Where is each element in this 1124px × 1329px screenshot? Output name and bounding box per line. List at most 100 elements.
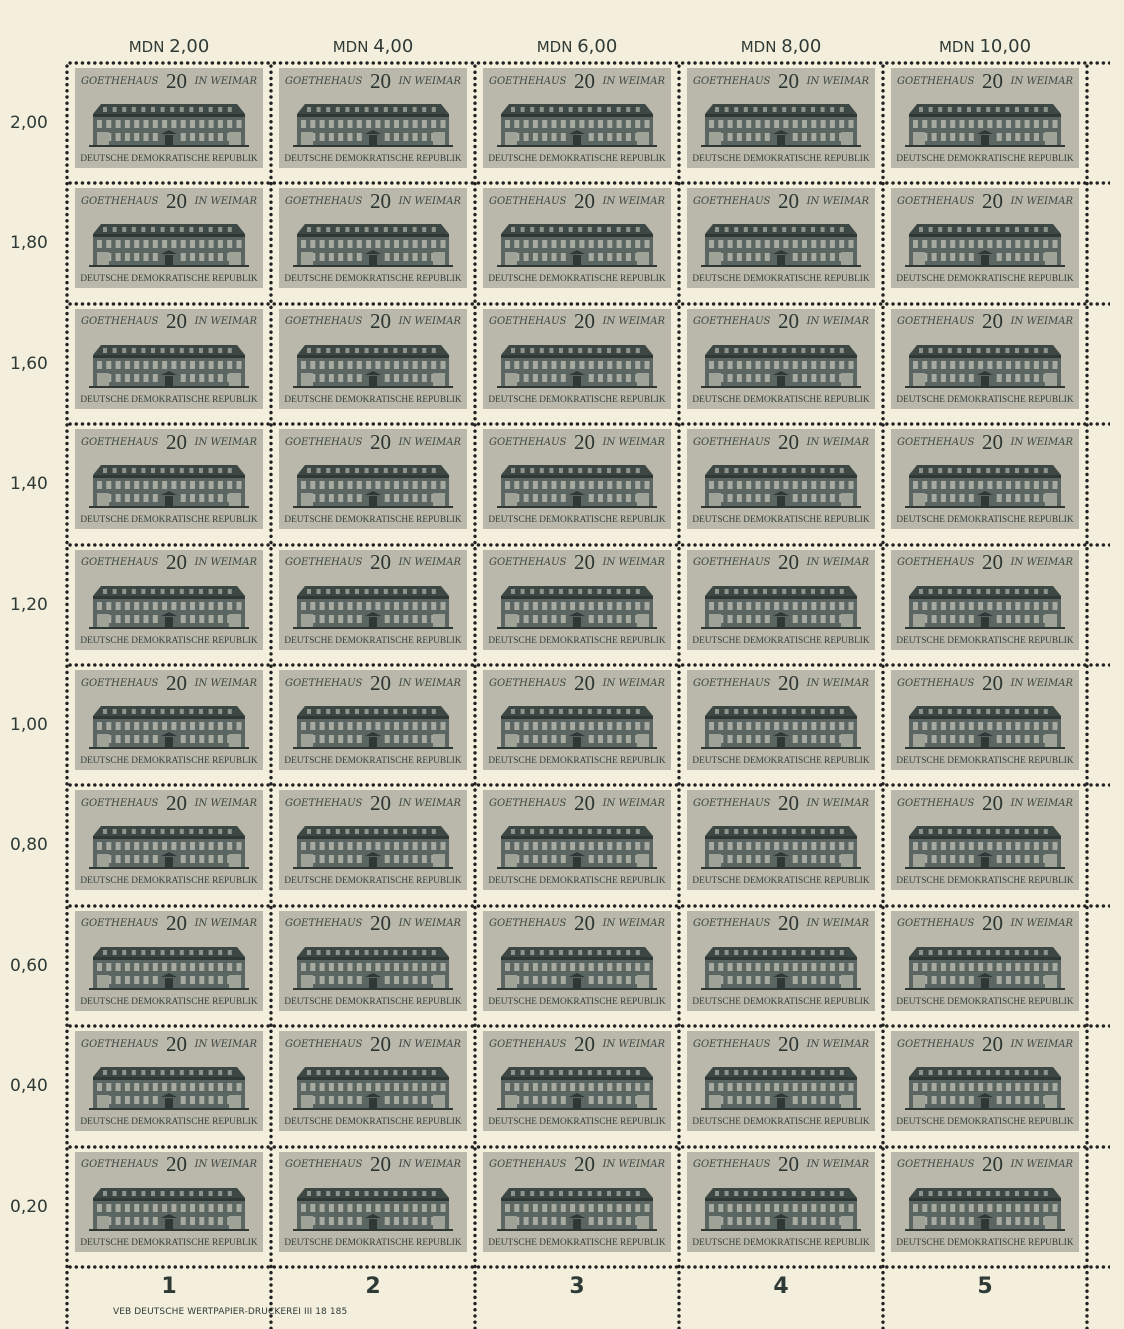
stamp-title-left: GOETHEHAUS	[285, 677, 363, 689]
stamp-country: DEUTSCHE DEMOKRATISCHE REPUBLIK	[284, 515, 462, 526]
stamp-country: DEUTSCHE DEMOKRATISCHE REPUBLIK	[284, 635, 462, 646]
stamp-illustration	[497, 941, 657, 995]
stamp-header: GOETHEHAUS 20 IN WEIMAR	[897, 791, 1073, 815]
stamp-face-value: 20	[166, 1031, 187, 1056]
stamp-country: DEUTSCHE DEMOKRATISCHE REPUBLIK	[896, 1237, 1074, 1248]
stamp-illustration	[905, 339, 1065, 393]
stamp: GOETHEHAUS 20 IN WEIMAR DEUTSCHE DEMOKRATIS…	[75, 790, 263, 891]
stamp-face-value: 20	[982, 670, 1003, 695]
row-value-label: 1,20	[10, 594, 48, 615]
stamp: GOETHEHAUS 20 IN WEIMAR DEUTSCHE DEMOKRATIS…	[279, 790, 467, 891]
stamp-country: DEUTSCHE DEMOKRATISCHE REPUBLIK	[896, 154, 1074, 164]
stamp-illustration	[89, 339, 249, 393]
stamp-title-right: IN WEIMAR	[194, 316, 257, 328]
stamp-face-value: 20	[166, 670, 187, 695]
stamp-illustration	[89, 218, 249, 272]
amount-label: 2,00	[169, 36, 210, 57]
stamp-face-value: 20	[370, 790, 391, 815]
stamp-title-right: IN WEIMAR	[398, 316, 461, 328]
goethehaus-building-icon	[497, 1067, 657, 1111]
stamp-illustration	[293, 1061, 453, 1115]
stamp-country: DEUTSCHE DEMOKRATISCHE REPUBLIK	[488, 756, 666, 766]
stamp-country: DEUTSCHE DEMOKRATISCHE REPUBLIK	[284, 1237, 462, 1248]
stamp-illustration	[701, 820, 861, 874]
stamp-title-left: GOETHEHAUS	[489, 436, 567, 448]
stamp-illustration	[701, 1061, 861, 1115]
column-number: 2	[365, 1274, 381, 1299]
stamp-title-right: IN WEIMAR	[1010, 677, 1073, 689]
stamp-country: DEUTSCHE DEMOKRATISCHE REPUBLIK	[488, 996, 666, 1007]
stamp-country: DEUTSCHE DEMOKRATISCHE REPUBLIK	[896, 756, 1074, 766]
stamp-title-left: GOETHEHAUS	[285, 1159, 363, 1171]
goethehaus-building-icon	[293, 946, 453, 990]
stamp: GOETHEHAUS 20 IN WEIMAR DEUTSCHE DEMOKRATIS…	[483, 670, 671, 770]
row-value-label: 1,80	[10, 233, 48, 254]
goethehaus-building-icon	[89, 224, 249, 268]
stamp: GOETHEHAUS 20 IN WEIMAR DEUTSCHE DEMOKRATIS…	[279, 1151, 467, 1252]
stamp-face-value: 20	[778, 550, 799, 575]
stamp-title-left: GOETHEHAUS	[489, 557, 567, 569]
stamp: GOETHEHAUS 20 IN WEIMAR DEUTSCHE DEMOKRATIS…	[483, 1151, 671, 1252]
stamp-title-left: GOETHEHAUS	[897, 1159, 975, 1171]
stamp-face-value: 20	[166, 1152, 187, 1177]
stamp-title-right: IN WEIMAR	[602, 1159, 665, 1171]
stamp-country: DEUTSCHE DEMOKRATISCHE REPUBLIK	[896, 635, 1074, 646]
stamp-header: GOETHEHAUS 20 IN WEIMAR	[285, 550, 461, 574]
stamp-header: GOETHEHAUS 20 IN WEIMAR	[81, 550, 257, 574]
stamp-country: DEUTSCHE DEMOKRATISCHE REPUBLIK	[896, 394, 1074, 405]
stamp: GOETHEHAUS 20 IN WEIMAR DEUTSCHE DEMOKRATIS…	[687, 1151, 875, 1252]
stamp-country: DEUTSCHE DEMOKRATISCHE REPUBLIK	[284, 1117, 462, 1128]
goethehaus-building-icon	[89, 344, 249, 388]
stamp-title-left: GOETHEHAUS	[693, 316, 771, 328]
stamp-illustration	[905, 820, 1065, 874]
stamp-illustration	[497, 580, 657, 634]
stamp: GOETHEHAUS 20 IN WEIMAR DEUTSCHE DEMOKRATIS…	[687, 1031, 875, 1132]
goethehaus-building-icon	[701, 1187, 861, 1231]
stamp-face-value: 20	[982, 1152, 1003, 1177]
stamp-illustration	[701, 339, 861, 393]
goethehaus-building-icon	[701, 826, 861, 870]
row-value-label: 1,40	[10, 474, 48, 495]
stamp-header: GOETHEHAUS 20 IN WEIMAR	[81, 430, 257, 454]
stamp: GOETHEHAUS 20 IN WEIMAR DEUTSCHE DEMOKRATIS…	[75, 188, 263, 289]
printer-imprint: VEB DEUTSCHE WERTPAPIER-DRUCKEREI III 18…	[113, 1307, 348, 1317]
stamp-face-value: 20	[982, 911, 1003, 936]
goethehaus-building-icon	[497, 946, 657, 990]
stamp-header: GOETHEHAUS 20 IN WEIMAR	[285, 1032, 461, 1056]
stamp-header: GOETHEHAUS 20 IN WEIMAR	[81, 1152, 257, 1177]
stamp-face-value: 20	[370, 670, 391, 695]
stamp-face-value: 20	[778, 670, 799, 695]
stamp-title-right: IN WEIMAR	[194, 1038, 257, 1050]
stamp-header: GOETHEHAUS 20 IN WEIMAR	[897, 309, 1073, 333]
stamp: GOETHEHAUS 20 IN WEIMAR DEUTSCHE DEMOKRATIS…	[891, 910, 1079, 1011]
stamp-title-left: GOETHEHAUS	[285, 75, 363, 87]
stamp-illustration	[293, 218, 453, 272]
stamp-face-value: 20	[370, 911, 391, 936]
stamp-illustration	[89, 1182, 249, 1236]
stamp-illustration	[701, 1182, 861, 1236]
currency-label: MDN	[332, 38, 369, 56]
perforation-vertical	[881, 63, 885, 1329]
stamp-country: DEUTSCHE DEMOKRATISCHE REPUBLIK	[284, 154, 462, 164]
stamp-title-right: IN WEIMAR	[602, 677, 665, 689]
perforation-horizontal	[67, 181, 1110, 186]
stamp-header: GOETHEHAUS 20 IN WEIMAR	[897, 911, 1073, 936]
stamp-illustration	[497, 98, 657, 152]
stamp-header: GOETHEHAUS 20 IN WEIMAR	[693, 309, 869, 333]
goethehaus-building-icon	[89, 465, 249, 509]
stamp-country: DEUTSCHE DEMOKRATISCHE REPUBLIK	[692, 876, 870, 887]
stamp-title-left: GOETHEHAUS	[897, 1038, 975, 1050]
stamp-header: GOETHEHAUS 20 IN WEIMAR	[897, 550, 1073, 574]
stamp-face-value: 20	[982, 429, 1003, 454]
stamp: GOETHEHAUS 20 IN WEIMAR DEUTSCHE DEMOKRATIS…	[891, 188, 1079, 289]
column-value-label: MDN 2,00	[67, 36, 271, 57]
stamp-illustration	[293, 459, 453, 513]
perforation-horizontal	[67, 663, 1110, 667]
perforation-horizontal	[67, 1024, 1110, 1029]
stamp: GOETHEHAUS 20 IN WEIMAR DEUTSCHE DEMOKRATIS…	[483, 910, 671, 1011]
stamp-title-left: GOETHEHAUS	[489, 75, 567, 87]
stamp-header: GOETHEHAUS 20 IN WEIMAR	[897, 69, 1073, 93]
column-value-label: MDN 4,00	[271, 36, 475, 57]
stamp-country: DEUTSCHE DEMOKRATISCHE REPUBLIK	[488, 274, 666, 285]
goethehaus-building-icon	[905, 946, 1065, 990]
